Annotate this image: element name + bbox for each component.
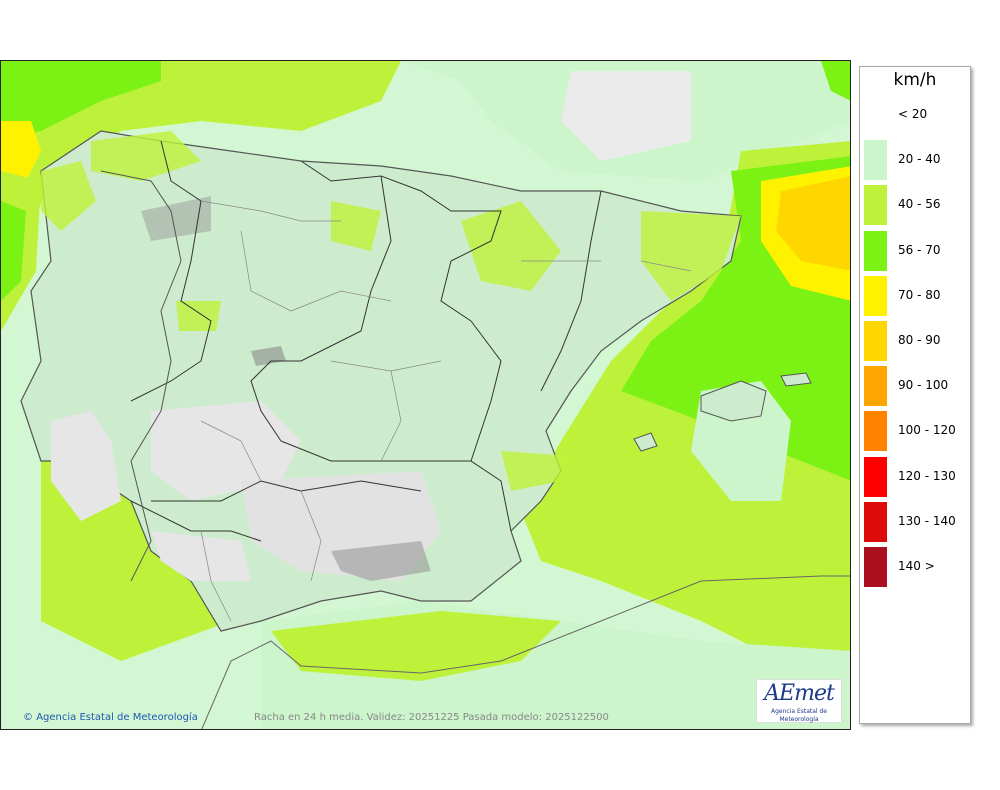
legend-item: 56 - 70 (864, 230, 968, 271)
legend-label: < 20 (898, 107, 928, 121)
menorca (780, 372, 812, 387)
calm-extremadura (151, 401, 301, 501)
catalonia-40-56 (641, 211, 741, 301)
castile-40-56 (331, 201, 381, 251)
legend-swatch (864, 95, 887, 135)
legend-swatch (864, 275, 887, 316)
legend-label: 80 - 90 (898, 333, 941, 347)
legend-label: 56 - 70 (898, 242, 941, 257)
credit-label: Agencia Estatal de Meteorología (36, 712, 198, 723)
legend-swatch (864, 547, 887, 587)
biscay-calm (561, 71, 691, 161)
legend-item: 130 - 140 (864, 501, 968, 542)
legend-label: 140 > (898, 559, 935, 573)
legend-label: 70 - 80 (898, 287, 941, 302)
map-canvas (1, 61, 850, 729)
legend-swatch (864, 230, 887, 271)
aemet-logo: AEmet Agencia Estatal de Meteorología (756, 679, 842, 723)
legend-label: 40 - 56 (898, 197, 941, 212)
atlantic-north-56-70 (1, 61, 161, 141)
africa-coast (201, 575, 850, 729)
legend-swatch (864, 185, 887, 226)
atlantic-west-56-70 (1, 201, 26, 301)
wind-gust-map: © Agencia Estatal de Meteorología Racha … (0, 60, 851, 730)
credit-text: © Agencia Estatal de Meteorología (23, 712, 198, 723)
legend-item: 120 - 130 (864, 456, 968, 497)
west-40-56 (176, 301, 221, 331)
calm-guadalquivir (151, 531, 251, 581)
legend-swatch (864, 366, 887, 407)
legend-item: 90 - 100 (864, 366, 968, 407)
relief-baetic (331, 541, 431, 581)
galicia-west-40-56 (41, 161, 96, 231)
legend-item: 20 - 40 (864, 140, 968, 181)
legend-item: 80 - 90 (864, 321, 968, 361)
biscay-east-strong (821, 61, 850, 101)
legend-item: < 20 (864, 95, 968, 135)
calm-portugal-south (51, 411, 121, 521)
mallorca (700, 380, 767, 422)
legend-title: km/h (893, 70, 937, 90)
legend-swatch (864, 321, 887, 361)
portugal-border (100, 170, 182, 582)
legend-label: 120 - 130 (898, 468, 956, 483)
ebro-40-56 (461, 201, 561, 291)
map-caption: Racha en 24 h media. Validez: 20251225 P… (254, 712, 609, 723)
legend-label: 90 - 100 (898, 378, 949, 393)
region-borders (130, 140, 602, 542)
legend-label: 100 - 120 (898, 423, 956, 438)
galicia-40-56 (91, 131, 201, 181)
legend-item: 140 > (864, 547, 968, 587)
legend-label: 20 - 40 (898, 152, 941, 167)
legend-label: 130 - 140 (898, 513, 956, 528)
med-80-90 (776, 176, 850, 271)
legend-swatch (864, 411, 887, 452)
legend-item: 70 - 80 (864, 275, 968, 316)
legend-item: 40 - 56 (864, 185, 968, 226)
ibiza (633, 432, 658, 452)
logo-wordmark: AEmet (764, 681, 835, 706)
province-borders (200, 200, 692, 622)
legend: km/h < 20 20 - 40 40 - 56 56 - 70 70 - 80 80 … (859, 66, 971, 724)
valencia-40-56 (501, 451, 571, 491)
legend-swatch (864, 140, 887, 181)
legend-swatch (864, 501, 887, 542)
alboran-40-56 (271, 611, 561, 681)
legend-item: 100 - 120 (864, 411, 968, 452)
relief-leon (141, 196, 211, 241)
legend-swatch (864, 456, 887, 497)
atlantic-north-40-56 (1, 61, 401, 231)
logo-subtitle: Agencia Estatal de Meteorología (770, 708, 827, 723)
